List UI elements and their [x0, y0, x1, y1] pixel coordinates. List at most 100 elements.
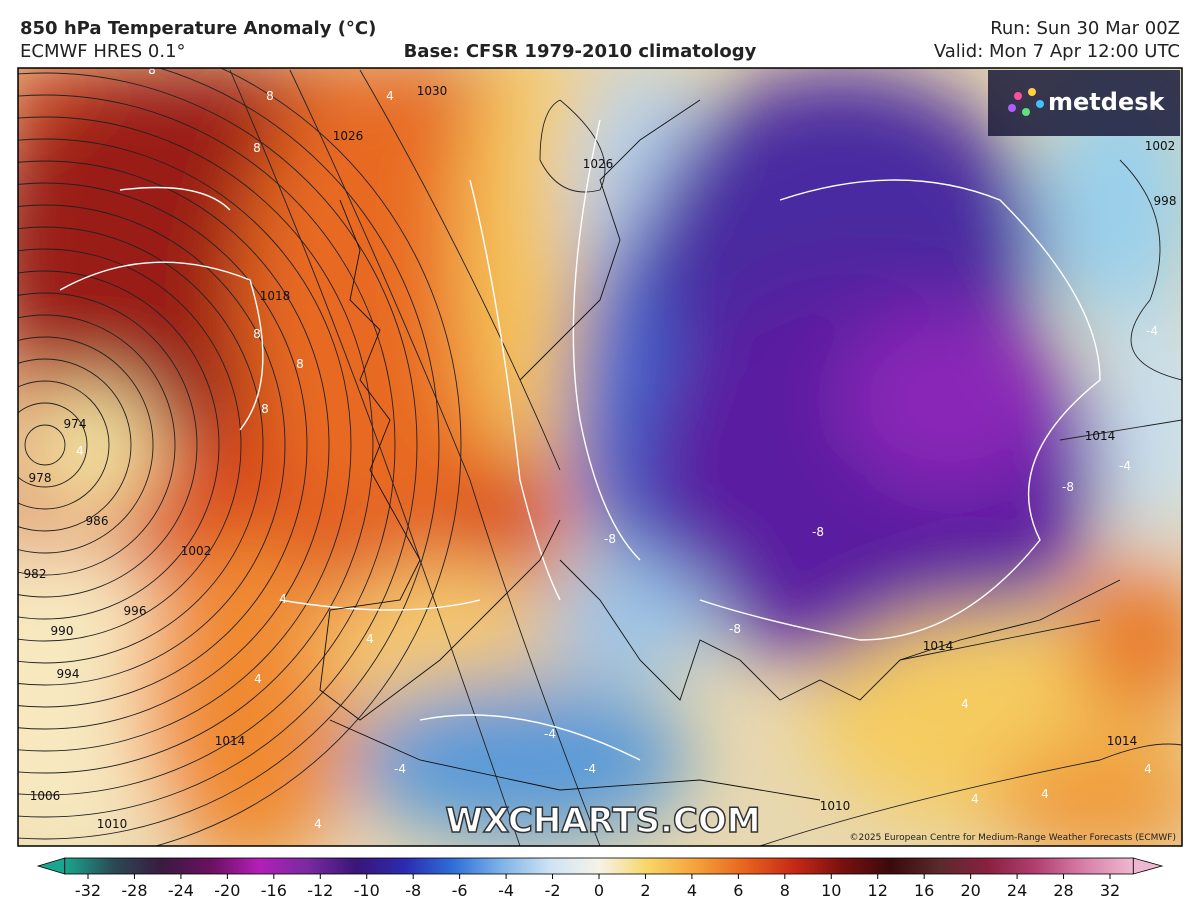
isobar-label: 978 — [29, 471, 52, 485]
anomaly-label: 4 — [279, 592, 287, 606]
logo-mark — [1008, 88, 1044, 116]
coastlines — [319, 99, 1121, 801]
colorbar: -32 -28 -24 -20 -16 -12 -10 -8 -6 -4 -2 0 2 4 6 8 10 12 16… — [36, 857, 1164, 900]
colorbar-tick-label: -4 — [498, 881, 514, 900]
isobar — [18, 116, 374, 774]
anomaly-label: 8 — [148, 63, 156, 77]
colorbar-tick-label: -2 — [545, 881, 561, 900]
colorbar-tick-label: 10 — [821, 881, 841, 900]
map-labels: 1030 1026 1026 1018 974 978 986 982 990 994 996 100… — [24, 63, 1177, 831]
colorbar-tick-label: -28 — [121, 881, 147, 900]
isobar-label: 1014 — [1107, 734, 1138, 748]
map: 1030 1026 1026 1018 974 978 986 982 990 994 996 100… — [18, 63, 1182, 846]
isobar — [18, 380, 110, 510]
isobar — [759, 743, 1182, 846]
isobar — [18, 336, 154, 554]
anomaly-label: -4 — [1146, 324, 1158, 338]
anomaly-label: 4 — [366, 632, 374, 646]
colorbar-tick-label: 6 — [733, 881, 743, 900]
colorbar-tick-label: -8 — [405, 881, 421, 900]
anomaly-label: -4 — [394, 762, 406, 776]
anomaly-label: 4 — [254, 672, 262, 686]
anomaly-label: -4 — [584, 762, 596, 776]
model: ECMWF HRES 0.1° — [20, 41, 186, 62]
anomaly-label: -4 — [544, 727, 556, 741]
colorbar-tick-label: 0 — [594, 881, 604, 900]
anomaly-label: 4 — [76, 444, 84, 458]
anomaly-label: 8 — [253, 327, 261, 341]
anomaly-label: -8 — [729, 622, 741, 636]
colorbar-tick-label: -20 — [214, 881, 240, 900]
valid: Valid: Mon 7 Apr 12:00 UTC — [934, 41, 1180, 62]
isobar-label: 1002 — [1145, 139, 1176, 153]
isobar — [539, 99, 606, 193]
colorbar-tick-label: -12 — [307, 881, 333, 900]
anomaly-label: 4 — [1144, 762, 1152, 776]
colorbar-left-arrow — [36, 857, 66, 875]
colorbar-tick-label: 20 — [960, 881, 980, 900]
isobar — [289, 69, 601, 846]
anomaly-label: 4 — [386, 89, 394, 103]
colorbar-tick-label: 32 — [1100, 881, 1120, 900]
isobar-label: 1010 — [97, 817, 128, 831]
isobar-label: 996 — [124, 604, 147, 618]
isobar — [1119, 159, 1182, 381]
colorbar-tick-label: -24 — [168, 881, 194, 900]
isobar-label: 1014 — [1085, 429, 1116, 443]
isobar-label: 1026 — [583, 157, 614, 171]
logo-box — [988, 70, 1180, 136]
isobar-label: 974 — [64, 417, 87, 431]
isobar-label: 1014 — [215, 734, 246, 748]
isobar — [18, 160, 330, 730]
anomaly-label: 4 — [961, 697, 969, 711]
copyright: ©2025 European Centre for Medium-Range W… — [849, 833, 1176, 843]
anomaly-label: 8 — [261, 402, 269, 416]
isobar — [1059, 419, 1182, 441]
isobar — [18, 182, 308, 708]
isobar-label: 1026 — [333, 129, 364, 143]
anomaly-label: 4 — [314, 817, 322, 831]
colorbar-bar — [64, 857, 1134, 875]
isobar-label: 994 — [57, 667, 80, 681]
anomaly-label: 8 — [296, 357, 304, 371]
colorbar-right-arrow — [1132, 857, 1164, 875]
isobar — [229, 69, 521, 846]
watermark: WXCHARTS.COM — [445, 801, 760, 841]
title: 850 hPa Temperature Anomaly (°C) — [20, 18, 376, 39]
isobar — [359, 69, 561, 471]
isobar — [18, 204, 286, 686]
colorbar-tick-label: 16 — [914, 881, 934, 900]
colorbar-tick-label: -32 — [75, 881, 101, 900]
colorbar-tick-label: -6 — [452, 881, 468, 900]
isobar-label: 990 — [51, 624, 74, 638]
run: Run: Sun 30 Mar 00Z — [990, 18, 1180, 39]
isobar — [18, 402, 88, 488]
isobar — [18, 226, 264, 664]
isobar — [18, 358, 132, 532]
isobar — [18, 314, 176, 576]
anomaly-label: 4 — [971, 792, 979, 806]
colorbar-tick-label: 4 — [687, 881, 697, 900]
isobar — [18, 72, 418, 818]
isobar — [153, 68, 462, 846]
isobar — [899, 619, 1101, 661]
anomaly-label: -4 — [1119, 459, 1131, 473]
isobar-label: 998 — [1154, 194, 1177, 208]
map-frame — [17, 67, 1183, 847]
temperature-field — [18, 68, 1182, 846]
colorbar-tick-label: 2 — [640, 881, 650, 900]
isobar — [18, 138, 352, 752]
base: Base: CFSR 1979-2010 climatology — [404, 41, 757, 62]
isobar-label: 1014 — [923, 639, 954, 653]
isobar — [18, 68, 440, 840]
isobar-label: 1006 — [30, 789, 61, 803]
anomaly-label: 8 — [253, 141, 261, 155]
isobar — [24, 424, 66, 466]
isobar — [18, 292, 198, 598]
colorbar-tick-label: 8 — [780, 881, 790, 900]
logo: metdesk — [1048, 88, 1166, 116]
isobar-label: 1010 — [820, 799, 851, 813]
isobar — [18, 94, 396, 796]
